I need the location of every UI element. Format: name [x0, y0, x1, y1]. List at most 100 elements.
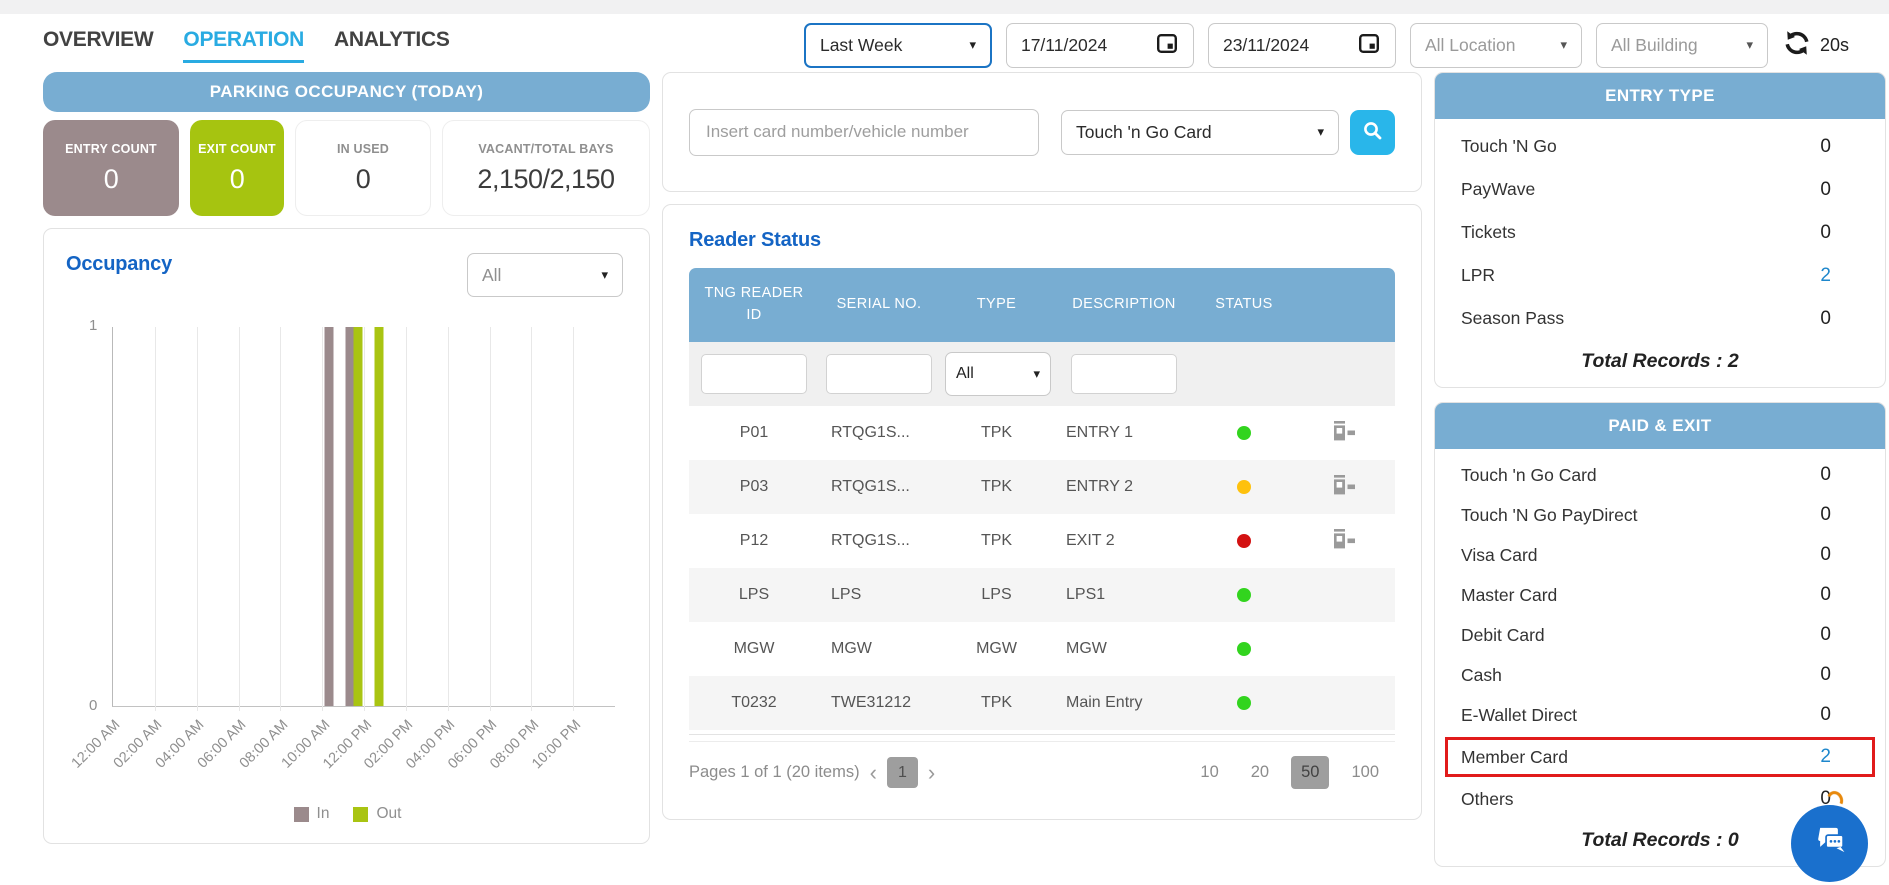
occupancy-chart-title: Occupancy: [66, 253, 173, 275]
prev-page-button[interactable]: ‹: [869, 759, 877, 785]
cell-serial-no: MGW: [831, 640, 872, 657]
legend-item-in: In: [293, 805, 329, 823]
chart-filter-select[interactable]: All ▾: [467, 253, 623, 297]
building-select-value: All Building: [1610, 34, 1698, 55]
tab-operation[interactable]: OPERATION: [183, 28, 304, 63]
chevron-down-icon: ▾: [1317, 124, 1324, 139]
chart-gridline: [573, 327, 575, 711]
column-header-type: TYPE: [976, 296, 1017, 313]
page-size-options: 10 20 50 100: [1190, 756, 1389, 789]
summary-row-label: Others: [1461, 788, 1514, 809]
building-select[interactable]: All Building ▾: [1595, 22, 1768, 68]
status-dot-green: [1237, 426, 1251, 440]
parking-occupancy-header: PARKING OCCUPANCY (TODAY): [43, 72, 650, 112]
next-page-button[interactable]: ›: [927, 759, 936, 785]
chart-bar-in: [345, 327, 355, 706]
chart-gridline: [489, 327, 491, 711]
cell-actions: [1294, 474, 1395, 500]
horizontal-scrollbar[interactable]: [689, 734, 1395, 742]
table-row: T0232 TWE31212 TPK Main Entry: [689, 676, 1395, 730]
filter-serial-no-input[interactable]: [826, 354, 932, 394]
cell-serial-no: RTQG1S...: [831, 424, 910, 441]
page-size-20[interactable]: 20: [1250, 763, 1270, 781]
stat-card-in-used: IN USED 0: [295, 120, 431, 216]
tab-analytics[interactable]: ANALYTICS: [334, 27, 450, 51]
summary-row-value[interactable]: 2: [1820, 264, 1831, 286]
stat-card-vacant-total-bays: VACANT/TOTAL BAYS 2,150/2,150: [442, 120, 650, 216]
cell-tng-reader-id: P01: [739, 424, 769, 441]
status-dot-green: [1237, 642, 1251, 656]
summary-row-value: 0: [1820, 788, 1831, 809]
page-size-50[interactable]: 50: [1291, 756, 1330, 789]
filter-type-select[interactable]: All ▾: [945, 352, 1051, 396]
legend-item-out: Out: [353, 805, 401, 823]
period-select[interactable]: Last Week ▾: [803, 22, 992, 68]
summary-row-value: 0: [1820, 544, 1831, 565]
cell-actions: [1294, 528, 1395, 554]
summary-row-label: Visa Card: [1461, 544, 1538, 565]
chart-gridline: [447, 327, 449, 711]
summary-row-label: Touch 'N Go PayDirect: [1461, 504, 1638, 525]
cell-status: [1194, 588, 1294, 602]
search-button[interactable]: [1350, 109, 1395, 155]
stat-card-exit-count: EXIT COUNT 0: [190, 120, 284, 216]
summary-row-value: 0: [1820, 135, 1831, 157]
location-select-value: All Location: [1424, 34, 1516, 55]
filter-cell: [819, 354, 939, 394]
cell-tng-reader-id: MGW: [733, 640, 775, 657]
paid-exit-header: PAID & EXIT: [1435, 403, 1885, 449]
refresh-icon: [1782, 28, 1812, 63]
reader-device-icon[interactable]: [1332, 420, 1357, 445]
tab-overview[interactable]: OVERVIEW: [43, 27, 154, 51]
refresh-interval-label: 20s: [1819, 34, 1849, 55]
card-type-select[interactable]: Touch 'n Go Card ▾: [1061, 109, 1339, 155]
page-size-100[interactable]: 100: [1351, 763, 1379, 781]
legend-swatch: [293, 806, 309, 822]
global-filters: Last Week ▾ 17/11/2024 23/11/2024 All Lo…: [803, 22, 1849, 68]
summary-row-value: 0: [1820, 504, 1831, 525]
main-content: PARKING OCCUPANCY (TODAY) ENTRY COUNT 0 EX…: [0, 66, 1889, 867]
filter-tng-reader-id-input[interactable]: [701, 354, 807, 394]
location-select[interactable]: All Location ▾: [1409, 22, 1582, 68]
chart-gridline: [322, 327, 324, 711]
table-row: P03 RTQG1S... TPK ENTRY 2: [689, 460, 1395, 514]
cell-type: TPK: [980, 694, 1013, 711]
chart-gridline: [280, 327, 282, 711]
reader-device-icon[interactable]: [1332, 528, 1357, 553]
card-search-panel: Touch 'n Go Card ▾: [662, 72, 1422, 192]
chevron-down-icon: ▾: [1033, 366, 1040, 381]
chart-gridline: [364, 327, 365, 711]
filter-type-value: All: [956, 365, 974, 382]
table-row: MGW MGW MGW MGW: [689, 622, 1395, 676]
stat-card-entry-count: ENTRY COUNT 0: [43, 120, 179, 216]
page-size-10[interactable]: 10: [1200, 763, 1219, 781]
page-number-button[interactable]: 1: [886, 757, 918, 788]
cell-status: [1194, 426, 1294, 440]
cell-serial-no: RTQG1S...: [831, 478, 910, 495]
date-from-input[interactable]: 17/11/2024: [1005, 22, 1194, 68]
reader-status-card: Reader Status TNG READER ID SERIAL NO. TYP…: [662, 204, 1422, 820]
chart-bar-in: [324, 327, 334, 706]
cell-status: [1194, 534, 1294, 548]
chat-button[interactable]: [1791, 805, 1868, 882]
search-input[interactable]: [689, 108, 1039, 156]
cell-description: ENTRY 1: [1066, 424, 1133, 441]
summary-row-lpr: LPR 2: [1445, 254, 1875, 297]
date-to-input[interactable]: 23/11/2024: [1207, 22, 1396, 68]
summary-row-value[interactable]: 2: [1820, 746, 1831, 767]
chart-gridline: [196, 327, 198, 711]
chevron-down-icon: ▾: [1746, 37, 1753, 52]
column-header-tng-reader-id: TNG READER ID: [704, 285, 804, 323]
cell-type: TPK: [980, 424, 1013, 441]
chevron-down-icon: ▾: [1560, 37, 1567, 52]
reader-device-icon[interactable]: [1332, 474, 1357, 499]
refresh-button[interactable]: 20s: [1782, 28, 1849, 63]
date-from-value: 17/11/2024: [1020, 34, 1108, 55]
filter-description-input[interactable]: [1071, 354, 1177, 394]
chart-filter-value: All: [482, 264, 502, 285]
reader-status-title: Reader Status: [689, 229, 821, 251]
summary-row-value: 0: [1820, 307, 1831, 329]
stat-label: VACANT/TOTAL BAYS: [478, 141, 614, 156]
